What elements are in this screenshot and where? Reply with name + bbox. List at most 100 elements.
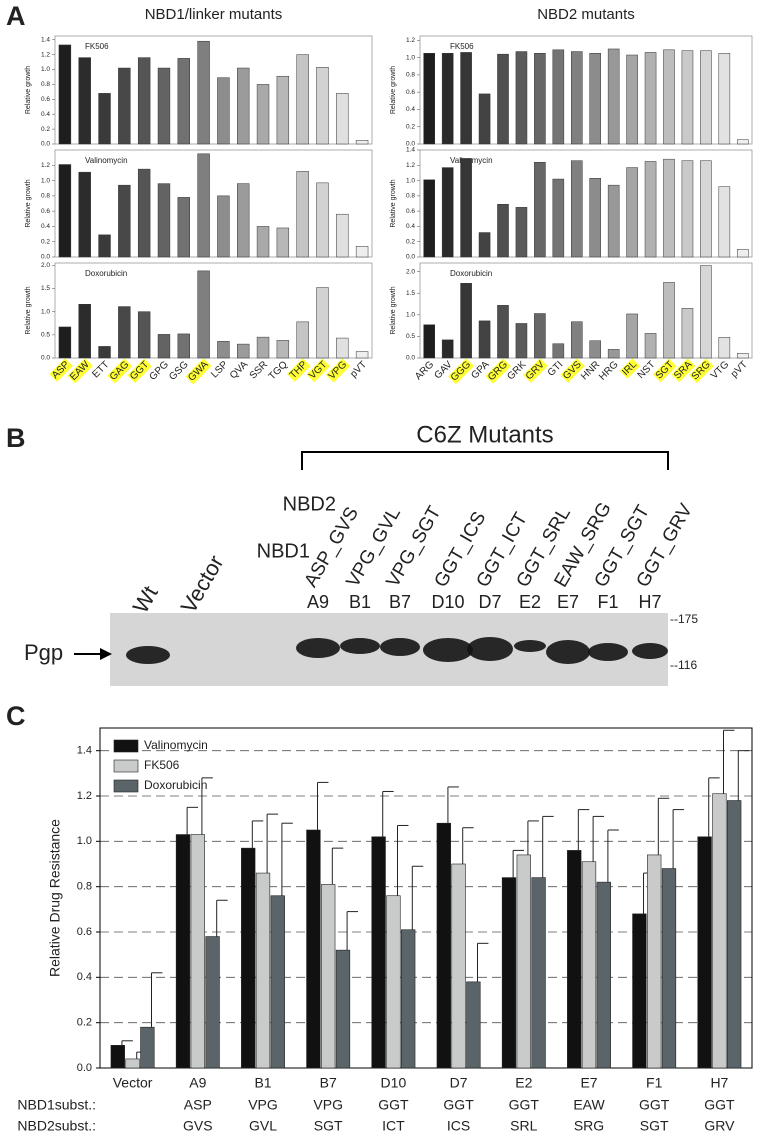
drug-label: FK506: [85, 42, 109, 51]
bar: [697, 836, 712, 1069]
y-tick-label: 1.4: [406, 147, 415, 154]
x-tick-sublabel: VPG: [313, 1097, 343, 1113]
bar: [423, 53, 436, 145]
y-axis-label: Relative growth: [25, 286, 32, 334]
bar: [336, 337, 349, 359]
x-tick-label: GSG: [167, 359, 191, 383]
bar: [110, 1045, 125, 1069]
x-tick-label: ARG: [413, 359, 436, 382]
bar: [647, 854, 662, 1069]
x-tick-label: E7: [580, 1075, 597, 1091]
bar: [140, 1026, 155, 1069]
x-tick-group: GPG: [147, 359, 171, 383]
y-tick-label: 1.2: [77, 790, 92, 802]
highlight: [485, 358, 511, 384]
y-tick-label: 1.5: [41, 285, 50, 292]
bar: [515, 207, 528, 258]
x-tick-label: D7: [450, 1075, 468, 1091]
bar: [516, 854, 531, 1069]
x-tick-label: GPG: [147, 359, 171, 383]
highlight: [560, 358, 585, 383]
bar: [661, 868, 677, 1069]
x-tick-sublabel: EAW: [573, 1097, 605, 1113]
bar: [316, 67, 329, 145]
bar: [237, 183, 250, 258]
bar: [125, 1058, 140, 1069]
y-tick-label: 0.6: [406, 208, 415, 215]
y-tick-label: 1.0: [77, 835, 92, 847]
bar: [570, 321, 583, 359]
x-tick-group: TGQ: [267, 359, 290, 382]
bar: [534, 53, 546, 145]
x-tick-sublabel: GRV: [704, 1118, 735, 1134]
x-tick-label: VTG: [709, 359, 731, 381]
highlight: [619, 358, 641, 379]
bar: [441, 167, 454, 258]
bar: [478, 232, 491, 258]
bar: [276, 340, 290, 359]
band: [423, 638, 473, 662]
bar: [466, 981, 481, 1069]
row-label: NBD1: [257, 540, 310, 562]
x-tick-sublabel: SGT: [314, 1118, 343, 1134]
bar: [241, 847, 256, 1069]
x-tick-sublabel: GGT: [509, 1097, 540, 1113]
y-axis-label: Relative growth: [390, 286, 397, 334]
marker-label: --116: [670, 658, 697, 672]
x-tick-label: LSP: [209, 359, 230, 380]
bar: [589, 53, 602, 145]
bar: [700, 265, 712, 359]
bar: [596, 881, 611, 1069]
clone-label: D10: [431, 592, 464, 612]
row-label: NBD1subst.:: [17, 1097, 96, 1113]
bar: [98, 346, 111, 359]
x-tick-sublabel: GGT: [378, 1097, 409, 1113]
y-axis-label: Relative growth: [25, 66, 32, 114]
y-tick-label: 0.0: [406, 355, 415, 362]
bar: [644, 161, 657, 258]
bar: [58, 164, 72, 258]
x-tick-group: GGT: [127, 358, 152, 384]
x-tick-sublabel: GVL: [249, 1118, 277, 1134]
plot-frame: [419, 149, 753, 258]
bracket: [301, 451, 669, 470]
arrow-head: [100, 648, 112, 660]
x-tick-sublabel: SRG: [574, 1118, 604, 1134]
band-label: Pgp: [24, 640, 63, 665]
drug-label: Valinomycin: [85, 156, 128, 165]
x-tick-label: E2: [515, 1075, 532, 1091]
bar: [355, 351, 369, 359]
bar: [451, 863, 466, 1069]
x-tick-group: HRG: [597, 359, 621, 383]
y-tick-label: 0.5: [406, 333, 415, 340]
bar: [137, 311, 151, 359]
clone-label: B1: [349, 592, 371, 612]
clone-label: H7: [638, 592, 661, 612]
bar: [177, 197, 190, 258]
panel-label: B: [6, 423, 26, 453]
bar: [552, 343, 565, 359]
x-tick-label: pVT: [348, 359, 369, 380]
x-tick-group: SGT: [652, 358, 677, 383]
bar: [681, 308, 694, 359]
bar: [78, 303, 91, 359]
band: [546, 640, 590, 664]
bar: [157, 67, 171, 145]
legend-label: Valinomycin: [144, 738, 208, 752]
bar: [386, 895, 401, 1069]
y-tick-label: 0.0: [77, 1062, 92, 1074]
y-tick-label: 1.4: [77, 745, 92, 757]
x-tick-group: SRG: [689, 358, 714, 384]
bar: [296, 321, 309, 359]
x-tick-group: LSP: [209, 359, 230, 380]
bar: [736, 249, 749, 258]
bar: [256, 336, 270, 359]
x-tick-label: D10: [381, 1075, 407, 1091]
bar: [296, 171, 309, 258]
x-tick-group: SSR: [248, 359, 270, 381]
y-tick-label: 1.2: [41, 162, 50, 169]
drug-label: Doxorubicin: [85, 269, 127, 278]
y-tick-label: 0.6: [41, 208, 50, 215]
x-tick-label: A9: [189, 1075, 206, 1091]
x-tick-group: GWA: [185, 358, 212, 385]
